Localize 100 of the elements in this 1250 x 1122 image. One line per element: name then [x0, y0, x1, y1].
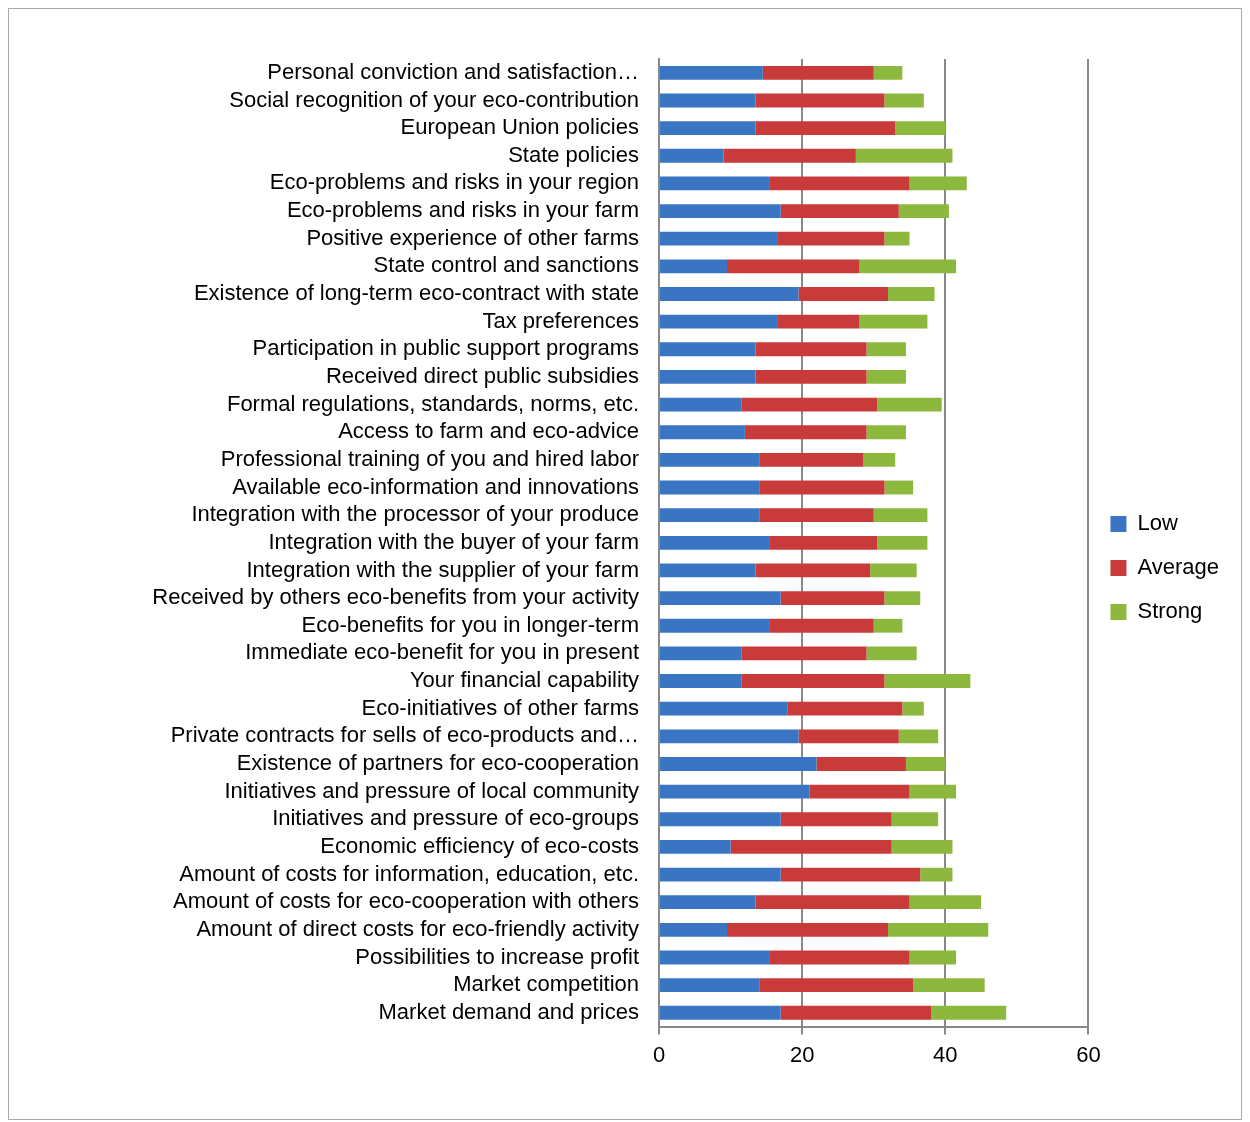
bar — [891, 812, 939, 827]
bar — [660, 922, 727, 937]
bar — [780, 591, 885, 605]
bar — [909, 784, 957, 799]
legend-label: Strong — [1137, 598, 1203, 624]
bar — [660, 978, 760, 993]
bar — [859, 259, 957, 274]
bar — [873, 618, 903, 633]
bar — [660, 425, 745, 440]
y-tick-label: Private contracts for sells of eco-products and… — [170, 722, 639, 748]
bar — [660, 314, 778, 329]
y-tick-label: Integration with the buyer of your farm — [268, 528, 639, 554]
bar — [660, 563, 756, 578]
bar — [660, 729, 799, 744]
bar — [660, 231, 778, 246]
y-tick-label: Integration with the supplier of your farm — [246, 556, 639, 582]
y-tick-label: Social recognition of your eco-contribution — [229, 86, 639, 112]
y-tick-label: Amount of costs for information, education, etc. — [179, 860, 639, 886]
y-tick-label: European Union policies — [400, 114, 639, 140]
bar — [891, 839, 953, 854]
y-tick-label: Market demand and prices — [378, 998, 639, 1024]
bar — [909, 950, 957, 965]
x-tick-label: 40 — [933, 1041, 958, 1067]
y-tick-label: Amount of costs for eco-cooperation with others — [173, 888, 639, 914]
bar — [660, 452, 760, 467]
bar — [884, 480, 914, 495]
bar — [660, 370, 756, 384]
bar — [755, 121, 896, 136]
bar — [660, 508, 760, 523]
bar — [660, 535, 770, 550]
bar — [780, 1005, 931, 1020]
y-tick-label: Initiatives and pressure of eco-groups — [272, 805, 639, 831]
bar — [660, 867, 781, 882]
bar — [759, 452, 863, 467]
y-tick-label: Received direct public subsidies — [325, 362, 639, 388]
bar — [873, 508, 928, 523]
bar — [798, 729, 899, 744]
bar — [913, 978, 985, 993]
bar — [909, 176, 967, 191]
bar — [660, 839, 731, 854]
bar — [866, 370, 906, 384]
bar — [759, 508, 874, 523]
bar — [660, 701, 788, 716]
y-tick-label: Possibilities to increase profit — [355, 943, 639, 969]
bar — [660, 950, 770, 965]
bar — [741, 674, 885, 688]
y-tick-label: Existence of long-term eco-contract with state — [193, 280, 639, 306]
bar — [930, 1005, 1007, 1020]
bar — [660, 1005, 781, 1020]
bar — [909, 895, 982, 910]
bar — [905, 757, 946, 771]
x-tick-label: 20 — [789, 1041, 815, 1067]
bar — [660, 65, 763, 80]
bar — [759, 480, 885, 495]
bar — [769, 950, 910, 965]
bar — [755, 370, 867, 384]
y-tick-label: Eco-problems and risks in your region — [269, 169, 639, 195]
bar — [888, 922, 989, 937]
bar — [873, 65, 903, 80]
x-tick-label: 60 — [1076, 1041, 1101, 1067]
bar — [727, 259, 860, 274]
bar — [769, 535, 878, 550]
bar — [660, 480, 760, 495]
bar — [755, 563, 871, 578]
y-tick-label: Existence of partners for eco-cooperation — [236, 750, 639, 776]
bar — [888, 287, 935, 301]
y-tick-label: Personal conviction and satisfaction… — [267, 58, 639, 84]
bar — [898, 204, 949, 218]
bar — [777, 314, 860, 329]
bar — [866, 425, 906, 440]
bar — [920, 867, 953, 882]
bar — [877, 397, 942, 412]
bar — [660, 812, 781, 827]
bar — [895, 121, 946, 136]
bar — [660, 646, 742, 661]
bar — [660, 674, 742, 688]
y-tick-label: Eco-initiatives of other farms — [361, 694, 639, 720]
bar — [744, 425, 867, 440]
y-tick-label: Tax preferences — [482, 307, 639, 333]
bar — [898, 729, 939, 744]
y-tick-label: State control and sanctions — [373, 252, 639, 278]
bar — [660, 591, 781, 605]
bar — [660, 287, 799, 301]
y-tick-label: Integration with the processor of your produce — [191, 501, 639, 527]
x-tick-label: 0 — [652, 1041, 666, 1067]
bar — [884, 93, 924, 108]
bar — [769, 176, 910, 191]
bar — [660, 784, 810, 799]
y-tick-label: Your financial capability — [409, 667, 639, 693]
y-tick-label: State policies — [508, 141, 639, 167]
y-tick-label: Access to farm and eco-advice — [338, 418, 639, 444]
bar — [755, 93, 885, 108]
bar — [780, 867, 921, 882]
bar — [660, 148, 724, 163]
bar — [877, 535, 928, 550]
bar — [870, 563, 917, 578]
bar — [660, 204, 781, 218]
bar — [660, 757, 817, 771]
y-tick-label: Eco-benefits for you in longer-term — [301, 611, 639, 637]
legend-label: Low — [1137, 510, 1178, 536]
